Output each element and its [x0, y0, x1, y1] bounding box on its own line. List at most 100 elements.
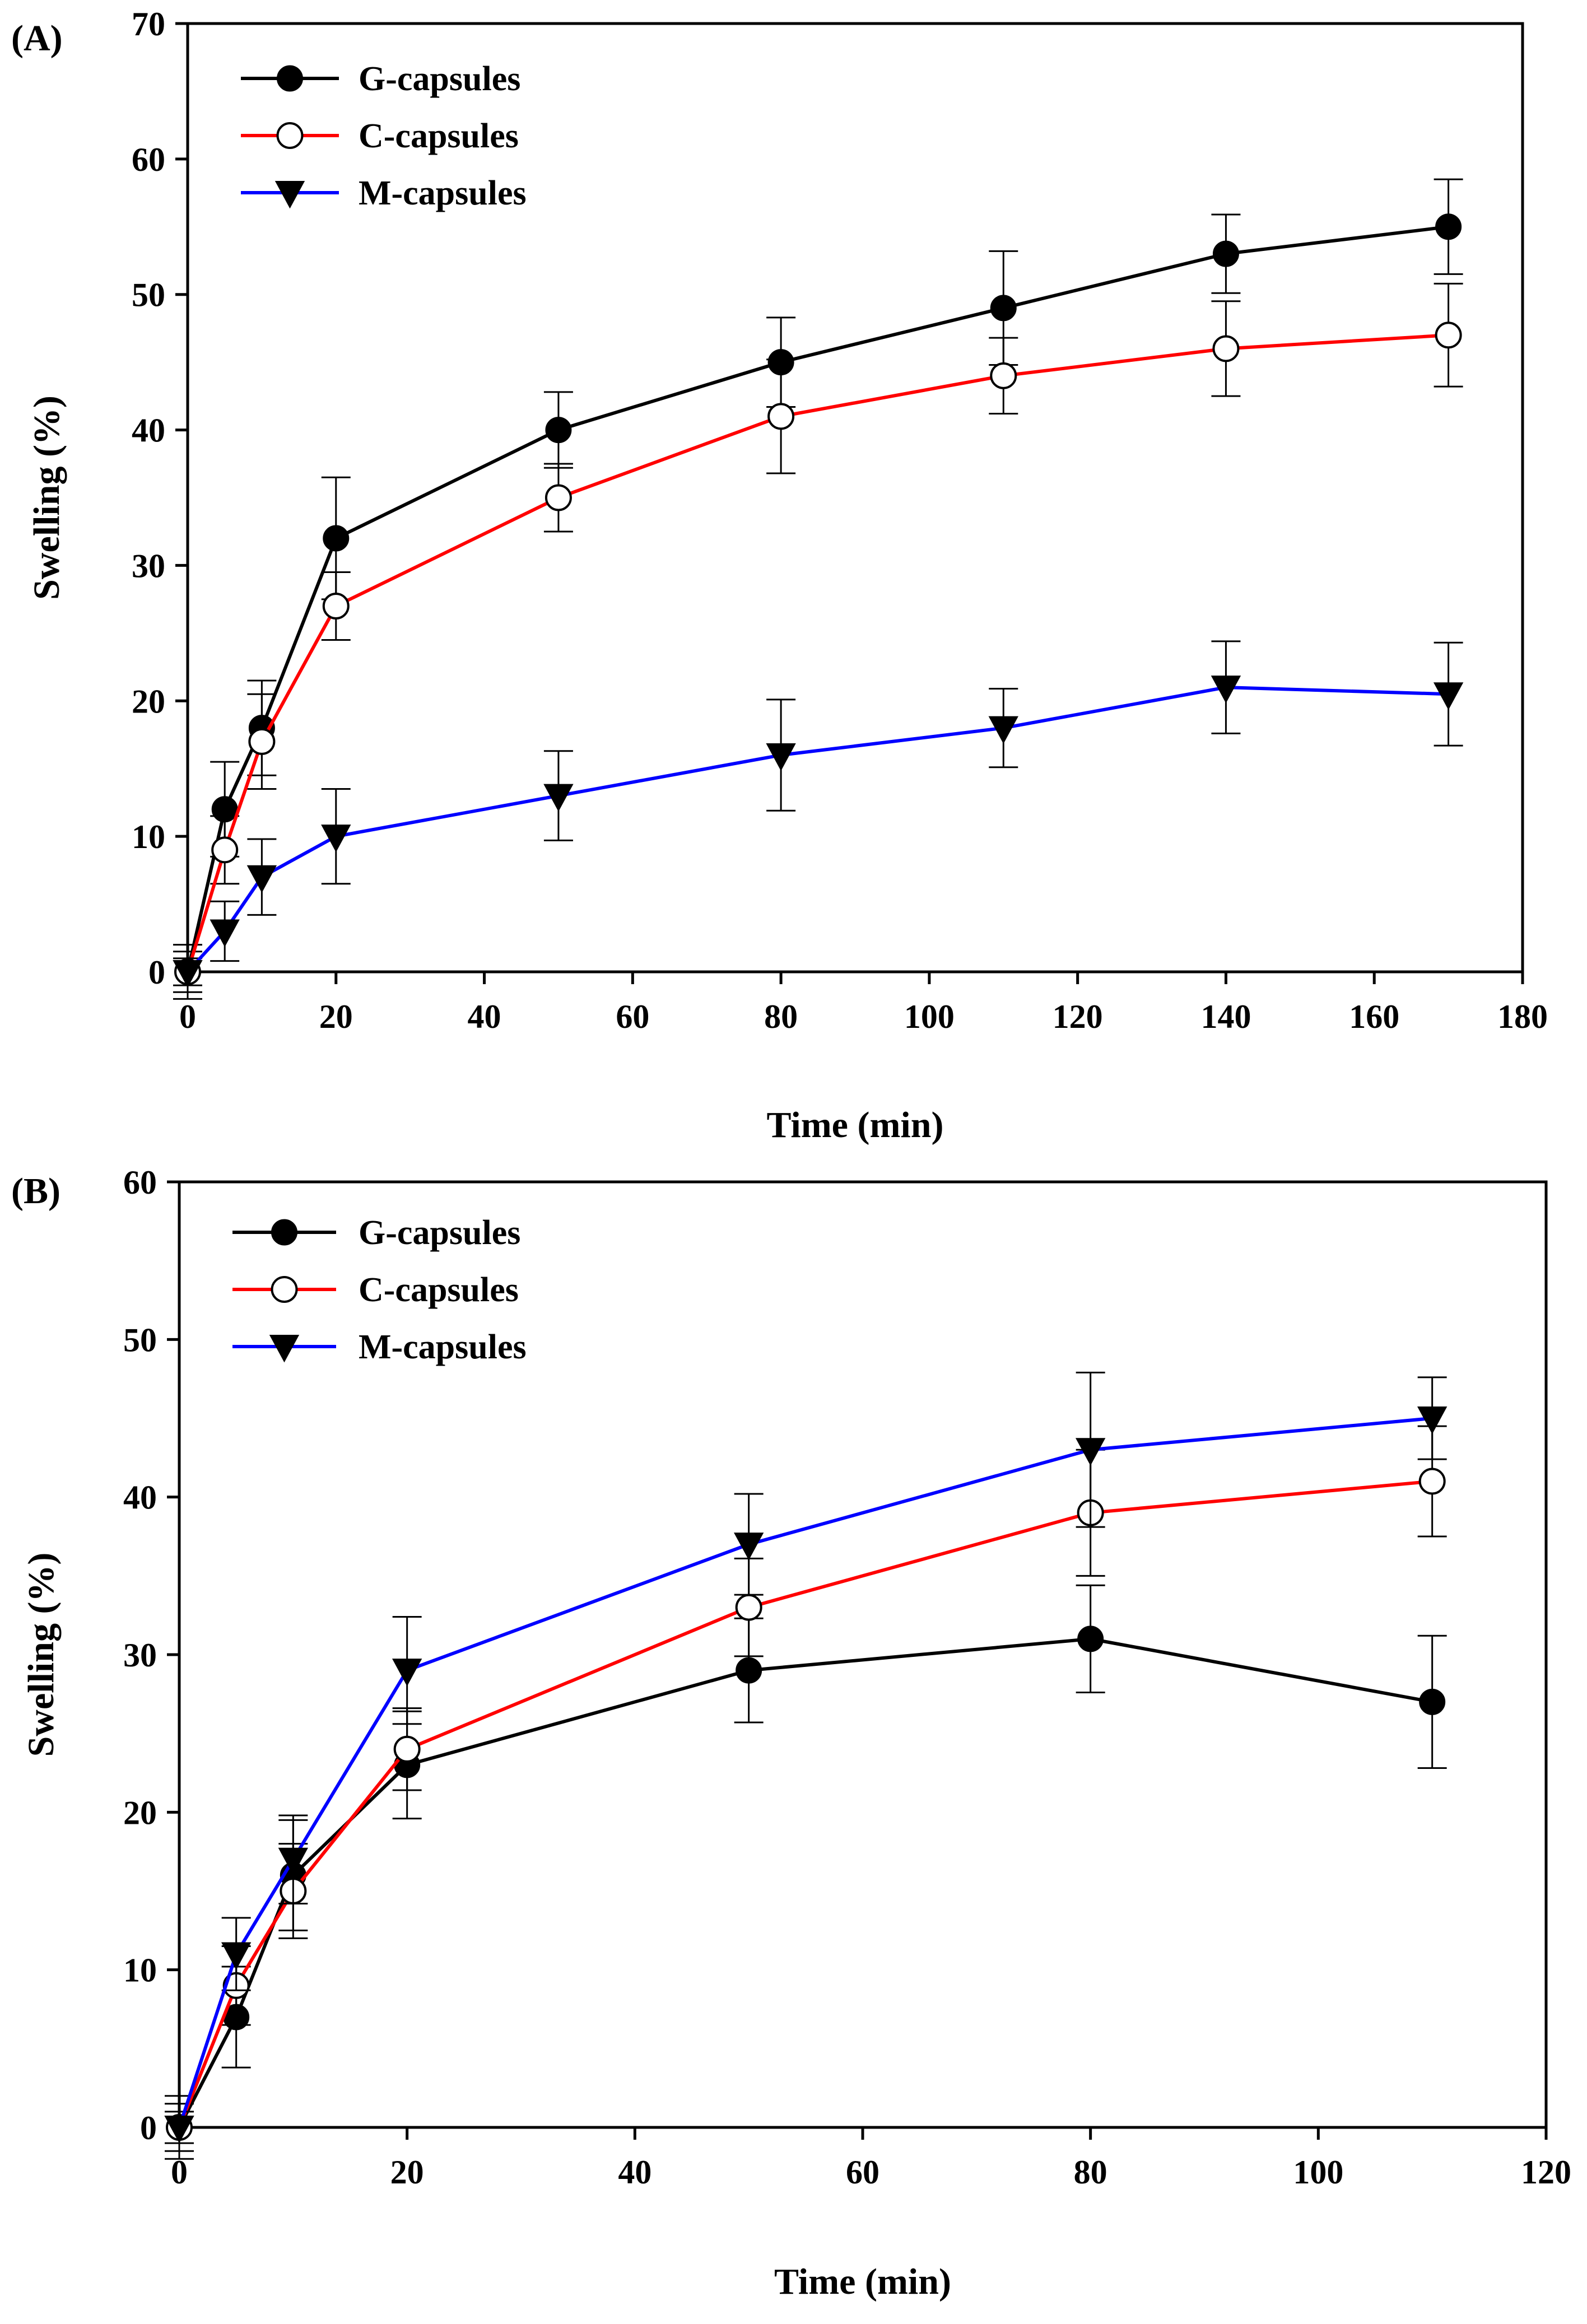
- x-tick-label: 20: [390, 2154, 424, 2191]
- panel-a: 0 10 20 30 40 50 60 70 0 20 40 60 80 100 120 140 160 180 T…: [11, 6, 1548, 1145]
- x-tick-label: 80: [1074, 2154, 1107, 2191]
- legend-entry: C-capsules: [241, 117, 519, 155]
- legend-label: M-capsules: [359, 174, 527, 212]
- x-tick-label: 0: [171, 2154, 188, 2191]
- plot-frame: [186, 22, 1524, 974]
- x-tick-label: 40: [618, 2154, 651, 2191]
- legend-label: M-capsules: [359, 1328, 527, 1366]
- legend-marker: [277, 65, 303, 92]
- data-point: [210, 919, 240, 947]
- data-point: [321, 825, 351, 853]
- y-tick-label: 0: [148, 954, 165, 991]
- data-point: [990, 362, 1017, 389]
- x-axis-label: Time (min): [774, 2261, 951, 2302]
- y-tick-label: 40: [132, 412, 165, 449]
- series-c-capsules: [165, 1425, 1447, 2152]
- y-tick-label: 10: [123, 1952, 157, 1989]
- legend-entry: C-capsules: [232, 1271, 519, 1309]
- legend-entry: M-capsules: [232, 1328, 527, 1366]
- legend-label: C-capsules: [359, 1271, 519, 1309]
- series-g-capsules: [173, 178, 1463, 1000]
- legend-marker: [271, 1276, 298, 1303]
- data-point: [766, 743, 796, 771]
- data-point: [211, 836, 239, 864]
- data-point: [323, 525, 350, 552]
- y-tick-label: 0: [140, 2109, 157, 2146]
- x-tick-label: 120: [1053, 998, 1103, 1035]
- data-point: [393, 1735, 421, 1763]
- data-point: [392, 1659, 422, 1687]
- x-tick-label: 40: [468, 998, 501, 1035]
- x-tick-label: 160: [1349, 998, 1399, 1035]
- x-tick-label: 100: [1293, 2154, 1343, 2191]
- legend-label: C-capsules: [359, 117, 519, 155]
- panel-label: (A): [11, 18, 63, 59]
- data-point: [173, 960, 203, 988]
- data-point: [543, 784, 574, 812]
- panel-label: (B): [11, 1171, 60, 1212]
- x-tick-label: 100: [904, 998, 955, 1035]
- data-point: [733, 1533, 764, 1561]
- data-point: [1435, 322, 1462, 349]
- x-axis-label: Time (min): [767, 1105, 944, 1145]
- legend-marker: [269, 1335, 300, 1363]
- data-point: [221, 1942, 252, 1970]
- data-point: [1212, 335, 1240, 362]
- series-line: [186, 225, 1449, 972]
- plot-frame: [178, 1180, 1548, 2129]
- data-point: [1433, 682, 1464, 710]
- data-point: [278, 1847, 309, 1876]
- data-point: [1211, 676, 1241, 704]
- data-point: [545, 417, 572, 444]
- data-point: [1075, 1438, 1106, 1466]
- y-tick-label: 20: [132, 683, 165, 720]
- x-tick-label: 20: [319, 998, 353, 1035]
- data-point: [544, 484, 572, 511]
- series-line: [178, 1637, 1433, 2129]
- data-point: [322, 592, 350, 620]
- y-tick-label: 40: [123, 1479, 157, 1516]
- x-tick-label: 180: [1497, 998, 1548, 1035]
- legend-label: G-capsules: [359, 1214, 520, 1252]
- legend-marker: [274, 181, 305, 209]
- y-tick-label: 50: [132, 277, 165, 314]
- y-tick-label: 30: [132, 547, 165, 584]
- x-tick-label: 120: [1521, 2154, 1571, 2191]
- y-tick-label: 60: [132, 141, 165, 178]
- y-tick-label: 10: [132, 818, 165, 855]
- legend-entry: G-capsules: [232, 1214, 520, 1252]
- panel-b: 0 10 20 30 40 50 60 0 20 40 60 80 100 120 Time (min) Sw…: [11, 1164, 1571, 2302]
- x-tick-label: 60: [616, 998, 649, 1035]
- series-line: [186, 686, 1449, 974]
- y-tick-label: 20: [123, 1794, 157, 1831]
- data-point: [767, 403, 795, 430]
- legend-entry: M-capsules: [241, 174, 527, 212]
- data-point: [736, 1657, 762, 1684]
- series-m-capsules: [173, 640, 1464, 988]
- legend-marker: [271, 1219, 297, 1246]
- data-point: [1418, 1468, 1446, 1495]
- data-point: [735, 1594, 762, 1621]
- x-tick-label: 0: [179, 998, 196, 1035]
- x-tick-label: 140: [1200, 998, 1251, 1035]
- data-point: [1417, 1406, 1448, 1435]
- series-g-capsules: [165, 1584, 1447, 2160]
- data-point: [248, 728, 276, 755]
- series-m-capsules: [164, 1371, 1448, 2144]
- x-tick-label: 60: [846, 2154, 879, 2191]
- series-c-capsules: [173, 282, 1463, 993]
- y-tick-label: 50: [123, 1321, 157, 1358]
- data-point: [1419, 1688, 1446, 1715]
- data-point: [1077, 1626, 1104, 1652]
- y-tick-label: 30: [123, 1637, 157, 1674]
- x-tick-label: 80: [764, 998, 798, 1035]
- legend-marker: [276, 122, 304, 149]
- data-point: [246, 865, 277, 893]
- y-tick-label: 70: [132, 6, 165, 43]
- legend-entry: G-capsules: [241, 60, 520, 98]
- series-line: [186, 333, 1449, 972]
- data-point: [990, 295, 1017, 322]
- series-line: [178, 1417, 1432, 2128]
- data-point: [988, 716, 1018, 744]
- y-axis-label: Swelling (%): [21, 1553, 62, 1757]
